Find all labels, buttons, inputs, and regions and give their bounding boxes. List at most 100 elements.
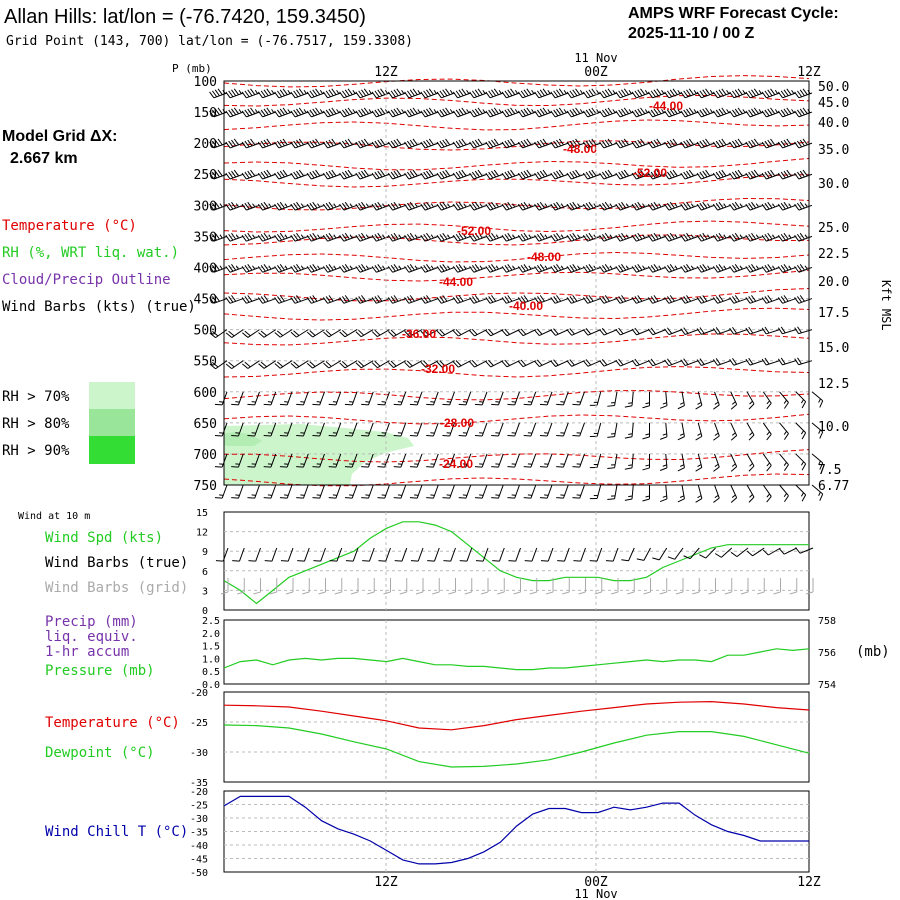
pressure-tick-label: 700 [194,448,217,463]
pressure-tick-label: 758 [818,616,836,627]
wind-barb [474,484,488,499]
bottom-date-label: 11 Nov [574,887,617,900]
isotherm-line [223,288,810,302]
surface-wind-barb [475,547,489,562]
wind-barb [664,232,683,242]
surface-wind-barb [589,547,603,562]
wind-barb [355,264,374,273]
wind-barb [729,88,748,99]
wind-barb [762,484,772,503]
wind-barb [712,138,731,149]
wind-barb [355,107,374,118]
wind-barb [615,201,634,211]
wind-barb [225,329,244,338]
pressure-tick-label: 500 [194,324,217,339]
wind-barb [501,201,520,211]
wind-barb [442,484,455,499]
legend-rh: RH (%, WRT liq. wat.) [2,245,179,261]
wind-barb [296,484,309,499]
surface-grid-barb [757,578,765,595]
legend-windchill: Wind Chill T (°C) [45,824,188,840]
wind-barb [556,422,569,437]
isotherm-line [223,157,810,171]
wind-barb [404,138,423,149]
wind-barb [290,295,309,304]
wind-barb [761,326,780,335]
surface-grid-barb [237,578,245,595]
wind-barb [322,88,341,99]
panel-tick-label: -25 [190,801,208,812]
wind-barb [745,232,764,242]
wind-barb [599,359,618,367]
wind-barb [485,295,504,304]
wind-barb [420,360,439,368]
wind-barb [371,232,390,242]
wind-barb [777,232,796,242]
wind-barb [436,264,455,273]
wind-barb [371,295,390,304]
wind-barb [712,201,731,211]
wind-barb [523,484,537,499]
wind-barb [290,138,309,149]
wind-barb [534,328,553,336]
wind-barb [306,232,325,242]
wind-barb [677,391,685,410]
wind-barb [209,295,228,304]
wind-barb [534,359,553,368]
bottom-tick-12z-b: 12Z [797,875,821,890]
wind-barb [664,295,683,304]
surface-wind-barb [410,547,424,562]
wind-barb [436,169,455,180]
wind-barb [263,391,277,406]
panel-tick-label: -20 [190,688,208,699]
wind-barb [712,232,731,242]
wind-barb [517,107,536,118]
wind-barb [420,329,439,337]
wind-barb [730,422,738,441]
wind-barb [290,88,309,99]
wind-barb [387,88,406,99]
legend-wind-barbs: Wind Barbs (kts) (true) [2,299,196,315]
wind-barb [761,264,780,273]
wind-barb [328,453,342,468]
station-title: Allan Hills: lat/lon = (-76.7420, 159.34… [4,6,366,28]
wind-barb [642,453,650,471]
wind-barb [582,107,601,118]
wind-barb [539,422,553,437]
surface-grid-barb [464,578,473,595]
wind-barb [607,391,618,407]
wind-barb [214,484,228,499]
surface-grid-barb [805,578,814,595]
wind-barb [371,88,390,99]
wind-barb [745,169,764,180]
wind-barb [388,329,406,337]
wind-barb [624,391,634,408]
isotherm-label: -40.00 [509,299,543,313]
wind-barb [566,359,585,367]
surface-wind-barb [232,547,245,562]
wind-barb [257,232,276,242]
wind-barb [231,453,244,468]
wind-barb [680,327,699,335]
wind-barb [387,138,406,149]
wind-barb [566,138,585,149]
wind-barb [501,88,520,99]
wind-barb [452,295,471,304]
surface-grid-barb [708,578,716,595]
wind-barb [491,453,504,468]
pressure-tick-label: 100 [194,75,217,90]
wind-barb [550,264,569,273]
wind-barb [680,358,699,367]
surface-wind-barb [605,547,619,562]
wind-barb [556,453,569,468]
wind-barb [777,107,796,118]
wind-barb [263,453,277,468]
wind-barb [761,295,780,304]
wind-barb [306,138,325,149]
wind-barb [777,295,796,304]
wind-barb [647,358,666,367]
wind-barb [696,264,715,273]
wind-barb [599,264,618,273]
wind-barb [377,453,390,468]
surface-wind-barb [329,547,343,562]
